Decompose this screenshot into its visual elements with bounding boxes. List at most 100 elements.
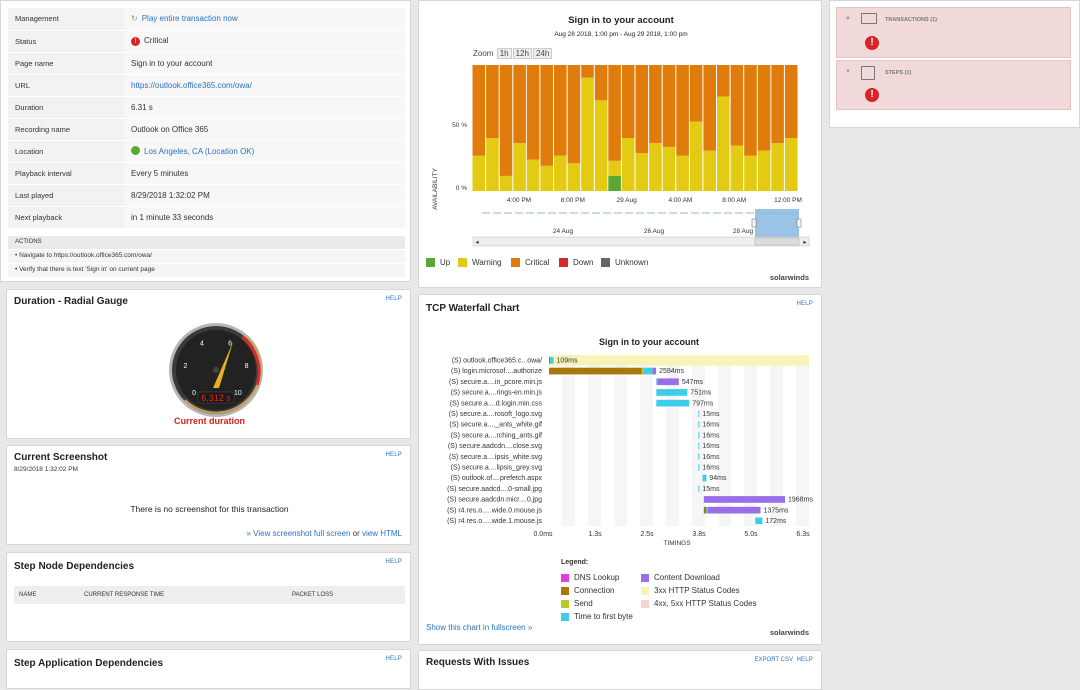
- availability-bar[interactable]: [689, 121, 703, 191]
- expand-arrow-icon[interactable]: ▼: [845, 69, 851, 75]
- availability-bar[interactable]: [784, 138, 798, 191]
- request-label[interactable]: (S) secure.a....rching_ants.gif: [451, 432, 542, 439]
- help-link[interactable]: HELP: [796, 657, 813, 663]
- availability-bar[interactable]: [784, 65, 798, 139]
- availability-bar[interactable]: [608, 160, 621, 176]
- availability-bar[interactable]: [513, 143, 526, 191]
- availability-bar[interactable]: [744, 155, 757, 191]
- availability-bar[interactable]: [472, 155, 486, 191]
- availability-bar[interactable]: [621, 65, 635, 139]
- request-label[interactable]: (S) secure.aadcd....0-small.jpg: [447, 486, 542, 493]
- navigator-handle-left[interactable]: [751, 218, 757, 228]
- timing-segment[interactable]: [698, 485, 700, 493]
- availability-bar[interactable]: [757, 150, 771, 191]
- column-response-time[interactable]: CURRENT RESPONSE TIME: [84, 592, 165, 598]
- transactions-alert[interactable]: ▼ TRANSACTIONS (1) !: [836, 7, 1071, 58]
- availability-bar[interactable]: [757, 65, 771, 151]
- timing-segment[interactable]: [698, 431, 700, 439]
- availability-bar[interactable]: [486, 65, 499, 139]
- zoom-12h-button[interactable]: 12h: [512, 48, 532, 59]
- column-packet-loss[interactable]: PACKET LOSS: [292, 592, 334, 598]
- legend-down[interactable]: Down: [559, 258, 593, 267]
- timing-segment[interactable]: [656, 389, 688, 396]
- timing-segment[interactable]: [549, 367, 642, 375]
- availability-bar[interactable]: [717, 65, 730, 97]
- availability-bar[interactable]: [581, 77, 594, 191]
- request-label[interactable]: (S) secure.a....lipsis_grey.svg: [451, 465, 542, 472]
- timing-segment[interactable]: [707, 506, 761, 514]
- detail-value[interactable]: https://outlook.office365.com/owa/: [124, 74, 405, 97]
- availability-bar[interactable]: [513, 65, 526, 144]
- availability-bar[interactable]: [662, 146, 676, 191]
- request-label[interactable]: (S) secure.a...._ants_white.gif: [449, 422, 542, 429]
- availability-bar[interactable]: [635, 153, 649, 191]
- legend-warning[interactable]: Warning: [458, 258, 502, 267]
- help-link[interactable]: HELP: [385, 452, 402, 458]
- timing-segment[interactable]: [755, 517, 763, 525]
- zoom-24h-button[interactable]: 24h: [532, 48, 553, 59]
- timing-segment[interactable]: [698, 442, 700, 450]
- help-link[interactable]: HELP: [385, 296, 402, 302]
- navigator-scrollbar[interactable]: [472, 236, 810, 247]
- help-link[interactable]: HELP: [796, 301, 813, 307]
- timing-segment[interactable]: [656, 399, 690, 407]
- timing-segment[interactable]: [643, 367, 653, 375]
- request-label[interactable]: (S) secure.a....in_pcore.min.js: [449, 379, 542, 386]
- view-html-link[interactable]: view HTML: [361, 529, 402, 538]
- location-link[interactable]: Los Angeles, CA (Location OK): [144, 147, 255, 156]
- steps-alert[interactable]: ▼ STEPS (1) !: [836, 60, 1071, 110]
- timing-segment[interactable]: [652, 367, 657, 375]
- timing-segment[interactable]: [641, 367, 644, 375]
- help-link[interactable]: HELP: [385, 559, 402, 565]
- availability-bar[interactable]: [581, 65, 594, 78]
- timing-segment[interactable]: [702, 474, 707, 482]
- availability-bar[interactable]: [771, 143, 784, 191]
- availability-bar[interactable]: [608, 175, 621, 191]
- availability-bar[interactable]: [540, 65, 553, 166]
- timing-segment[interactable]: [656, 378, 658, 386]
- availability-bar[interactable]: [594, 100, 608, 191]
- availability-bar[interactable]: [689, 65, 703, 122]
- export-csv-link[interactable]: EXPORT CSV: [754, 657, 793, 663]
- availability-bar[interactable]: [499, 175, 513, 191]
- scroll-left-arrow[interactable]: ◂: [475, 239, 479, 246]
- legend-unknown[interactable]: Unknown: [601, 258, 648, 267]
- availability-bar[interactable]: [676, 65, 689, 156]
- detail-value[interactable]: Los Angeles, CA (Location OK): [124, 140, 405, 163]
- availability-bar[interactable]: [486, 138, 499, 191]
- request-label[interactable]: (S) secure.aadcdn....close.svg: [448, 443, 542, 450]
- timing-segment[interactable]: [550, 357, 554, 364]
- scrollbar-thumb[interactable]: [754, 237, 800, 246]
- view-full-screen-link[interactable]: » View screenshot full screen: [246, 529, 351, 538]
- timing-segment[interactable]: [706, 506, 708, 514]
- expand-arrow-icon[interactable]: ▼: [845, 16, 851, 22]
- availability-bar[interactable]: [499, 65, 513, 176]
- request-label[interactable]: (S) login.microsof....authorize: [451, 368, 542, 375]
- availability-bar[interactable]: [649, 143, 662, 191]
- availability-bar[interactable]: [526, 159, 540, 192]
- url-link[interactable]: https://outlook.office365.com/owa/: [131, 80, 252, 90]
- timing-segment[interactable]: [698, 464, 700, 471]
- timing-segment[interactable]: [703, 506, 707, 514]
- navigator-selection[interactable]: [755, 209, 799, 238]
- availability-bar[interactable]: [608, 65, 621, 161]
- legend-up[interactable]: Up: [426, 258, 450, 267]
- request-label[interactable]: (S) secure.a....ipsis_white.svg: [449, 454, 542, 461]
- request-label[interactable]: (S) secure.a....d.login.min.css: [450, 400, 543, 407]
- timing-segment[interactable]: [549, 357, 551, 364]
- navigator-area[interactable]: [482, 211, 798, 235]
- show-fullscreen-link[interactable]: Show this chart in fullscreen »: [426, 623, 533, 632]
- legend-critical[interactable]: Critical: [511, 258, 549, 267]
- availability-bar[interactable]: [567, 65, 581, 164]
- detail-value[interactable]: ↻ Play entire transaction now: [124, 8, 405, 31]
- availability-bar[interactable]: [567, 163, 581, 191]
- availability-bar[interactable]: [703, 65, 716, 151]
- zoom-1h-button[interactable]: 1h: [496, 48, 512, 59]
- navigator-handle-right[interactable]: [796, 218, 802, 228]
- request-label[interactable]: (S) secure.aadcdn.micr....0.jpg: [447, 497, 542, 504]
- timing-segment[interactable]: [698, 410, 700, 418]
- timing-segment[interactable]: [703, 496, 785, 503]
- timing-segment[interactable]: [657, 378, 679, 386]
- help-link[interactable]: HELP: [385, 656, 402, 662]
- request-label[interactable]: (S) r4.res.o.....wide.0.mouse.js: [447, 507, 542, 514]
